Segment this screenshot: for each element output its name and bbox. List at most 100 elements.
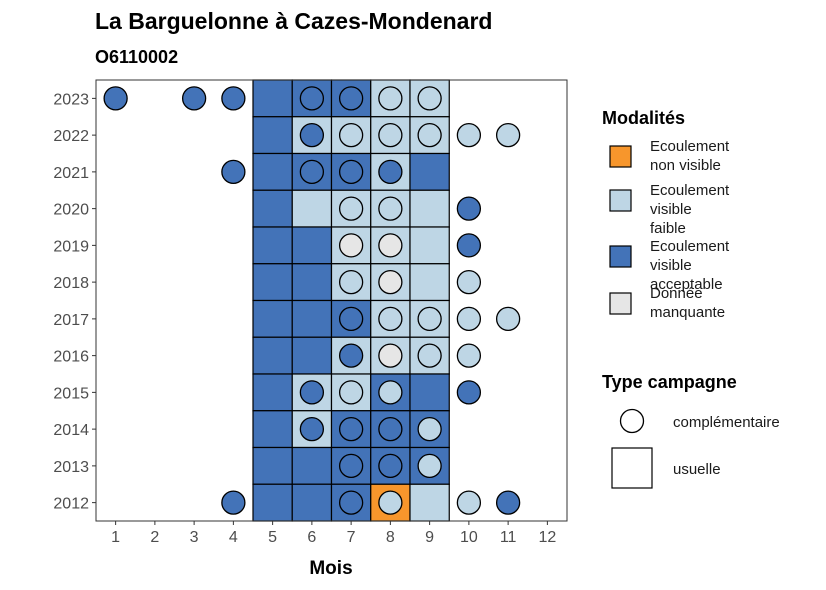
tile-2017-6 bbox=[291, 299, 333, 338]
legend-key-square bbox=[611, 447, 653, 489]
point-2021-8 bbox=[378, 159, 403, 185]
legend-modalites: Modalités Ecoulement non visible Ecoulemen… bbox=[602, 108, 730, 321]
point-2020-10 bbox=[456, 196, 482, 221]
tile-2018-5 bbox=[252, 263, 293, 302]
tile-2020-5 bbox=[252, 189, 293, 228]
point-2022-11 bbox=[495, 122, 521, 148]
point-2023-8 bbox=[378, 86, 403, 111]
x-tick-label-1: 1 bbox=[111, 529, 120, 546]
tile-2019-9 bbox=[409, 226, 450, 265]
point-2023-4 bbox=[221, 86, 246, 111]
point-2016-9 bbox=[417, 343, 442, 368]
y-tick-label-2015: 2015 bbox=[53, 385, 89, 402]
point-2017-9 bbox=[417, 306, 442, 332]
x-tick-label-10: 10 bbox=[460, 529, 478, 546]
legend-label-u: usuelle bbox=[673, 461, 721, 478]
y-tick-label-2019: 2019 bbox=[53, 238, 89, 255]
point-2023-1 bbox=[103, 86, 128, 111]
point-2022-7 bbox=[338, 122, 364, 148]
tile-2016-5 bbox=[252, 336, 293, 375]
panel-border bbox=[95, 79, 568, 522]
legend-label-vf: Ecoulement visible faible bbox=[650, 182, 730, 237]
y-tick-label-2016: 2016 bbox=[53, 349, 89, 366]
legend-key-nv bbox=[609, 145, 632, 168]
point-2014-9 bbox=[417, 416, 442, 442]
point-2019-7 bbox=[338, 233, 364, 258]
point-2018-8 bbox=[378, 269, 403, 295]
tile-2021-9 bbox=[409, 152, 450, 191]
y-tick-label-2020: 2020 bbox=[53, 202, 89, 219]
tile-2014-5 bbox=[252, 410, 293, 449]
tile-2013-5 bbox=[252, 446, 293, 485]
y-tick-label-2013: 2013 bbox=[53, 459, 89, 476]
tile-2017-5 bbox=[252, 299, 293, 338]
tile-2015-9 bbox=[409, 373, 450, 412]
point-2013-7 bbox=[338, 453, 364, 479]
tile-2019-5 bbox=[252, 226, 293, 265]
point-2021-6 bbox=[299, 159, 325, 185]
x-tick-label-7: 7 bbox=[347, 529, 356, 546]
point-2012-8 bbox=[378, 490, 403, 515]
x-tick-label-4: 4 bbox=[229, 529, 238, 546]
point-2016-10 bbox=[456, 343, 482, 368]
x-tick-label-6: 6 bbox=[307, 529, 316, 546]
point-2016-8 bbox=[378, 343, 403, 368]
x-tick-label-5: 5 bbox=[268, 529, 277, 546]
point-2018-7 bbox=[338, 269, 364, 295]
tile-2019-6 bbox=[291, 226, 333, 265]
tile-2015-5 bbox=[252, 373, 293, 412]
point-2023-3 bbox=[181, 86, 207, 111]
point-2012-4 bbox=[221, 490, 246, 515]
point-2012-7 bbox=[338, 490, 364, 515]
point-2017-10 bbox=[456, 306, 482, 332]
chart-subtitle: O6110002 bbox=[95, 47, 178, 67]
y-tick-label-2023: 2023 bbox=[53, 91, 89, 108]
point-2023-6 bbox=[299, 86, 325, 111]
point-2022-9 bbox=[417, 122, 442, 148]
legend-campagne-title: Type campagne bbox=[602, 372, 737, 392]
legend-label-va: Ecoulement visible acceptable bbox=[650, 238, 730, 293]
point-2012-10 bbox=[456, 490, 482, 515]
legend-label-nv: Ecoulement non visible bbox=[650, 138, 730, 174]
point-2015-7 bbox=[338, 380, 364, 405]
legend-campagne: Type campagne complémentaire usuelle bbox=[602, 372, 780, 489]
point-2014-8 bbox=[378, 416, 403, 442]
legend-key-circle bbox=[619, 408, 645, 434]
x-tick-label-12: 12 bbox=[538, 529, 556, 546]
point-2021-4 bbox=[221, 159, 246, 185]
legend-modalites-title: Modalités bbox=[602, 108, 685, 128]
tile-2018-9 bbox=[409, 263, 450, 302]
tile-2023-5 bbox=[252, 79, 293, 118]
point-2012-11 bbox=[495, 490, 521, 515]
tile-2019-7 bbox=[330, 226, 372, 265]
y-tick-label-2012: 2012 bbox=[53, 496, 89, 513]
point-2022-8 bbox=[378, 122, 403, 148]
point-2021-7 bbox=[338, 159, 364, 185]
plot-area: 2023 2022 2021 2020 2019 2018 2017 2016 2015 2014… bbox=[53, 79, 568, 546]
x-tick-label-2: 2 bbox=[150, 529, 159, 546]
x-tick-label-11: 11 bbox=[500, 529, 517, 546]
y-tick-label-2014: 2014 bbox=[53, 422, 89, 439]
tile-2022-5 bbox=[252, 116, 293, 155]
y-tick-label-2022: 2022 bbox=[53, 128, 89, 145]
point-2019-8 bbox=[378, 233, 403, 258]
point-2014-6 bbox=[299, 416, 325, 442]
legend-label-dm: Donnée manquante bbox=[650, 285, 725, 321]
tile-2012-5 bbox=[252, 483, 293, 522]
point-2023-7 bbox=[338, 86, 364, 111]
point-2017-8 bbox=[378, 306, 403, 332]
point-2019-10 bbox=[456, 233, 482, 258]
point-2015-8 bbox=[378, 380, 403, 405]
y-tick-label-2017: 2017 bbox=[53, 312, 89, 329]
legend-key-va bbox=[609, 245, 632, 268]
point-2020-8 bbox=[378, 196, 403, 221]
point-2023-9 bbox=[417, 86, 442, 111]
tile-2020-9 bbox=[409, 189, 450, 228]
point-2020-7 bbox=[338, 196, 364, 221]
legend-key-dm bbox=[609, 292, 632, 315]
point-2015-10 bbox=[456, 380, 482, 405]
point-2015-6 bbox=[299, 380, 325, 405]
x-axis-title: Mois bbox=[309, 558, 352, 579]
point-2022-10 bbox=[456, 122, 482, 148]
